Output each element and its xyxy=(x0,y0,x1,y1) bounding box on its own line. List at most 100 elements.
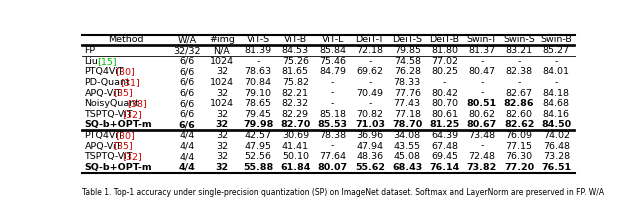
Text: 83.21: 83.21 xyxy=(506,46,532,55)
Text: [38]: [38] xyxy=(127,99,147,108)
Text: W/A: W/A xyxy=(177,35,196,44)
Text: 80.62: 80.62 xyxy=(468,110,495,119)
Text: 55.62: 55.62 xyxy=(355,163,385,172)
Text: APQ-ViT: APQ-ViT xyxy=(84,88,122,97)
Text: 55.88: 55.88 xyxy=(243,163,273,172)
Text: 4/4: 4/4 xyxy=(179,163,195,172)
Text: 1024: 1024 xyxy=(210,99,234,108)
Text: 78.63: 78.63 xyxy=(244,67,271,76)
Text: 77.02: 77.02 xyxy=(431,57,458,66)
Text: -: - xyxy=(517,78,521,87)
Text: TSPTQ-ViT: TSPTQ-ViT xyxy=(84,152,133,161)
Text: -: - xyxy=(331,99,334,108)
Text: 84.68: 84.68 xyxy=(543,99,570,108)
Text: 4/4: 4/4 xyxy=(179,131,195,140)
Text: 84.01: 84.01 xyxy=(543,67,570,76)
Text: 76.28: 76.28 xyxy=(394,67,420,76)
Text: 79.10: 79.10 xyxy=(244,88,271,97)
Text: 81.80: 81.80 xyxy=(431,46,458,55)
Text: 6/6: 6/6 xyxy=(179,88,195,97)
Text: 73.28: 73.28 xyxy=(543,152,570,161)
Text: [35]: [35] xyxy=(113,88,133,97)
Text: [32]: [32] xyxy=(122,152,141,161)
Text: 80.07: 80.07 xyxy=(317,163,348,172)
Text: 6/6: 6/6 xyxy=(179,120,195,129)
Text: 80.67: 80.67 xyxy=(467,120,497,129)
Text: 80.42: 80.42 xyxy=(431,88,458,97)
Text: 47.95: 47.95 xyxy=(244,142,271,151)
Text: 68.43: 68.43 xyxy=(392,163,422,172)
Text: PTQ4ViT[30]: PTQ4ViT[30] xyxy=(84,131,144,140)
Text: 80.51: 80.51 xyxy=(467,99,497,108)
Text: 50.10: 50.10 xyxy=(282,152,309,161)
Text: -: - xyxy=(555,78,558,87)
Text: ViT-L: ViT-L xyxy=(321,35,344,44)
Text: 43.55: 43.55 xyxy=(394,142,420,151)
Text: NoisyQuant[38]: NoisyQuant[38] xyxy=(84,99,159,108)
Text: 80.61: 80.61 xyxy=(431,110,458,119)
Text: 36.96: 36.96 xyxy=(356,131,383,140)
Text: 85.27: 85.27 xyxy=(543,46,570,55)
Text: 85.53: 85.53 xyxy=(317,120,348,129)
Text: [15]: [15] xyxy=(97,57,117,66)
Text: 77.20: 77.20 xyxy=(504,163,534,172)
Text: 32: 32 xyxy=(216,120,228,129)
Text: 81.37: 81.37 xyxy=(468,46,495,55)
Text: 32: 32 xyxy=(216,152,228,161)
Text: 78.65: 78.65 xyxy=(244,99,271,108)
Text: 6/6: 6/6 xyxy=(179,99,195,108)
Text: 1024: 1024 xyxy=(210,78,234,87)
Text: Swin-S: Swin-S xyxy=(503,35,535,44)
Text: 32/32: 32/32 xyxy=(173,46,201,55)
Text: 70.49: 70.49 xyxy=(356,88,383,97)
Text: 81.25: 81.25 xyxy=(429,120,460,129)
Text: 48.36: 48.36 xyxy=(356,152,383,161)
Text: 84.79: 84.79 xyxy=(319,67,346,76)
Text: 76.48: 76.48 xyxy=(543,142,570,151)
Text: 67.48: 67.48 xyxy=(431,142,458,151)
Text: 75.82: 75.82 xyxy=(282,78,309,87)
Text: PTQ4ViT[30]: PTQ4ViT[30] xyxy=(84,67,144,76)
Text: TSPTQ-ViT[32]: TSPTQ-ViT[32] xyxy=(84,110,152,119)
Text: [32]: [32] xyxy=(122,110,141,119)
Text: Table 1. Top-1 accuracy under single-precision quantization (SP) on ImageNet dat: Table 1. Top-1 accuracy under single-pre… xyxy=(83,188,605,197)
Text: 41.41: 41.41 xyxy=(282,142,309,151)
Text: -: - xyxy=(480,78,483,87)
Text: 42.57: 42.57 xyxy=(244,131,271,140)
Text: 32: 32 xyxy=(216,142,228,151)
Text: 73.82: 73.82 xyxy=(467,163,497,172)
Text: APQ-ViT: APQ-ViT xyxy=(84,142,122,151)
Text: [30]: [30] xyxy=(115,67,135,76)
Text: -: - xyxy=(443,78,446,87)
Text: -: - xyxy=(257,57,260,66)
Text: 82.62: 82.62 xyxy=(504,120,534,129)
Text: Method: Method xyxy=(108,35,144,44)
Text: 78.70: 78.70 xyxy=(392,120,422,129)
Text: PTQ4ViT: PTQ4ViT xyxy=(84,131,124,140)
Text: 80.47: 80.47 xyxy=(468,67,495,76)
Text: APQ-ViT[35]: APQ-ViT[35] xyxy=(84,88,141,97)
Text: 47.94: 47.94 xyxy=(356,142,383,151)
Text: 84.53: 84.53 xyxy=(282,46,309,55)
Text: N/A: N/A xyxy=(214,46,230,55)
Text: 77.76: 77.76 xyxy=(394,88,420,97)
Text: 45.08: 45.08 xyxy=(394,152,420,161)
Text: TSPTQ-ViT: TSPTQ-ViT xyxy=(84,110,133,119)
Text: 4/4: 4/4 xyxy=(179,142,195,151)
Text: 82.32: 82.32 xyxy=(282,99,309,108)
Text: 79.98: 79.98 xyxy=(243,120,273,129)
Text: 79.85: 79.85 xyxy=(394,46,420,55)
Text: 6/6: 6/6 xyxy=(179,110,195,119)
Text: 77.64: 77.64 xyxy=(319,152,346,161)
Text: -: - xyxy=(480,57,483,66)
Text: 32: 32 xyxy=(216,110,228,119)
Text: 32: 32 xyxy=(216,131,228,140)
Text: TSPTQ-ViT[32]: TSPTQ-ViT[32] xyxy=(84,152,152,161)
Text: 79.45: 79.45 xyxy=(244,110,271,119)
Text: SQ-b+OPT-m: SQ-b+OPT-m xyxy=(84,163,152,172)
Text: -: - xyxy=(480,142,483,151)
Text: 4/4: 4/4 xyxy=(179,152,195,161)
Text: 32: 32 xyxy=(216,163,228,172)
Text: PTQ4ViT: PTQ4ViT xyxy=(84,67,124,76)
Text: 82.70: 82.70 xyxy=(280,120,310,129)
